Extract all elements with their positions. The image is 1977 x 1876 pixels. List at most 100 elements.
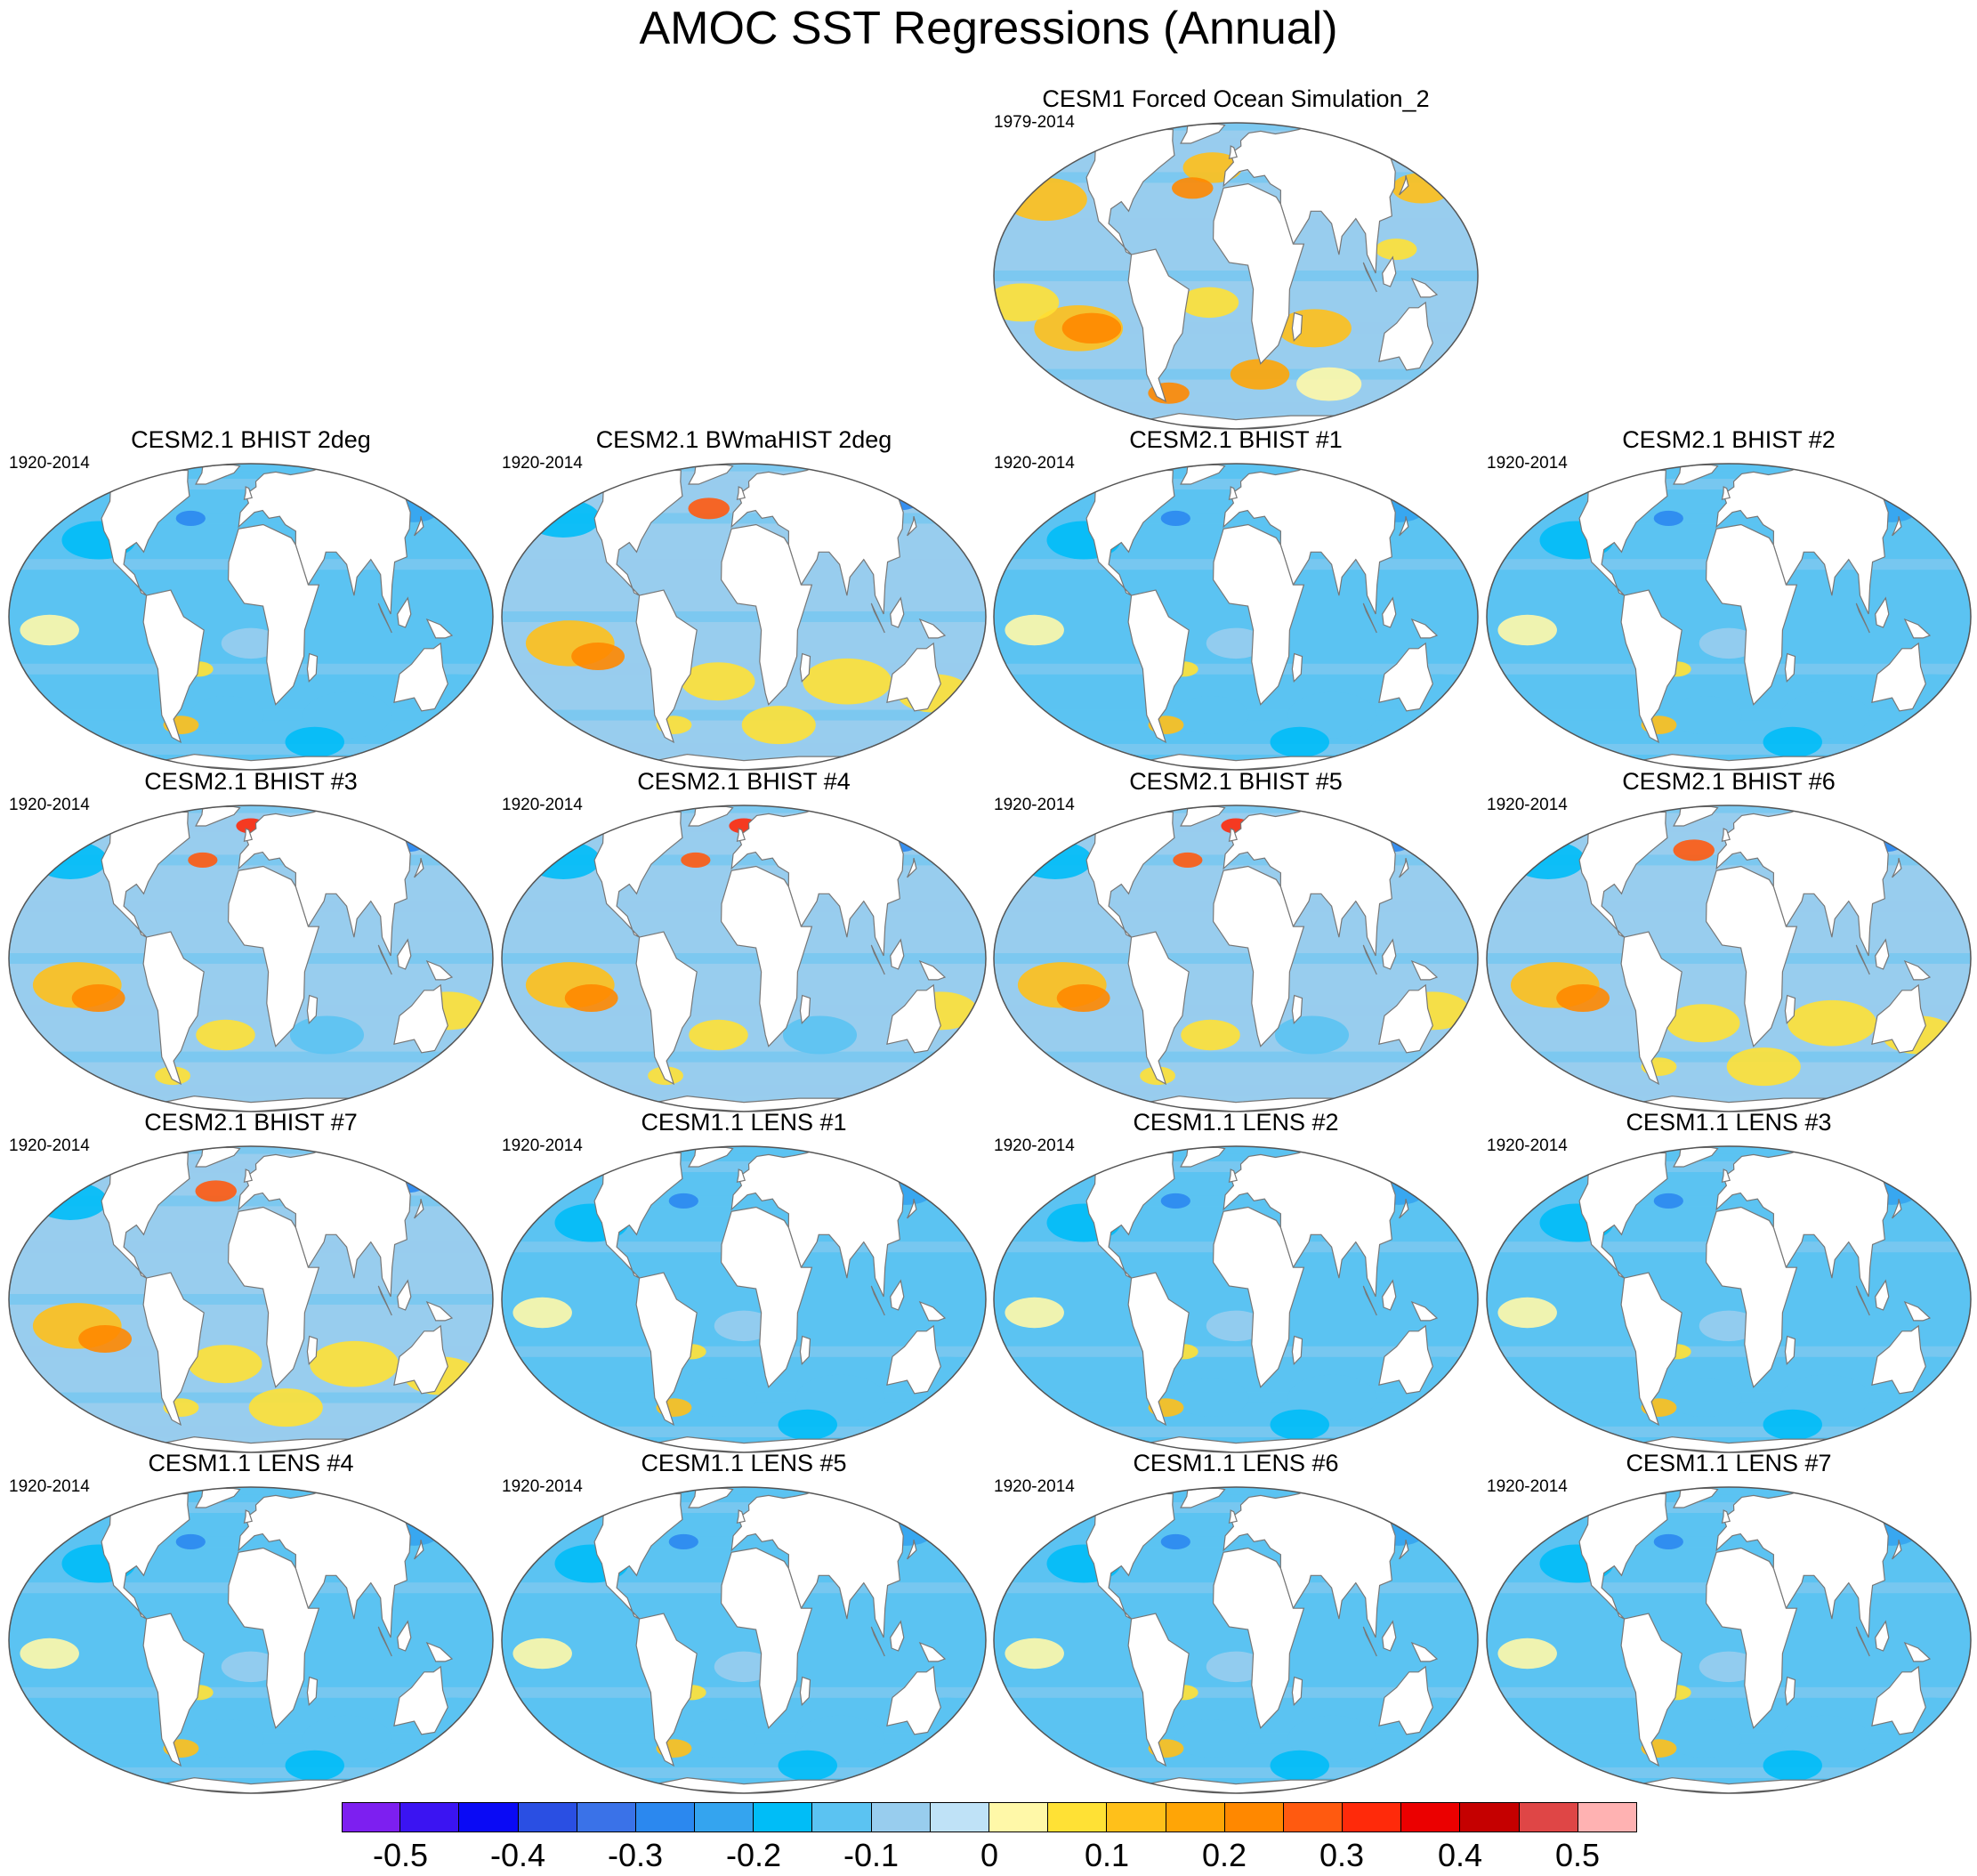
landmass-greenland: [1673, 805, 1719, 827]
landmass-australia: [393, 983, 448, 1054]
panel-period: 1920-2014: [994, 1477, 1075, 1496]
landmass-uk: [736, 486, 746, 500]
sst-anomaly-patch: [1005, 614, 1064, 646]
sst-band: [1487, 1346, 1971, 1357]
sst-anomaly-patch: [778, 1750, 838, 1782]
sst-map: [8, 463, 494, 771]
panel-period: 1920-2014: [1487, 1136, 1568, 1155]
landmass-madagascar: [306, 652, 319, 683]
panel-title: CESM1.1 LENS #1: [641, 1109, 847, 1136]
panel-period: 1920-2014: [994, 1136, 1075, 1155]
sst-map: [993, 1145, 1479, 1453]
sst-band: [502, 464, 986, 472]
sst-anomaly-patch: [190, 696, 264, 735]
sst-anomaly-patch: [1763, 1750, 1823, 1782]
colorbar-swatch: [577, 1802, 636, 1832]
landmass-australia: [1871, 1324, 1926, 1395]
sst-band: [994, 1085, 1478, 1096]
sst-anomaly-patch: [1699, 1310, 1759, 1342]
landmass-new-zealand: [1429, 1386, 1454, 1411]
sst-band: [502, 709, 986, 721]
sst-band: [502, 1051, 986, 1063]
landmass-uk: [1721, 1168, 1731, 1183]
landmass-uk: [1721, 1509, 1731, 1524]
landmass-borneo: [397, 938, 412, 970]
landmass-japan: [1892, 516, 1902, 537]
landmass-madagascar: [1784, 1335, 1796, 1366]
sst-anomaly-patch: [668, 1533, 698, 1550]
sst-band: [994, 479, 1478, 490]
panel-title: CESM2.1 BWmaHIST 2deg: [595, 426, 892, 453]
sst-band: [502, 611, 986, 622]
landmass-new-guinea: [425, 1300, 454, 1322]
landmass-south-america: [142, 589, 205, 744]
sst-band: [994, 1294, 1478, 1305]
sst-band: [502, 1085, 986, 1096]
landmass-new-zealand: [444, 1386, 469, 1411]
landmass-sumatra: [377, 602, 392, 634]
colorbar-tick-label: 0.3: [1319, 1837, 1365, 1873]
colorbar: [342, 1802, 1637, 1832]
sst-anomaly-patch: [1667, 1719, 1742, 1759]
sst-band: [9, 1161, 493, 1173]
landmass-africa: [1212, 182, 1305, 365]
landmass-new-guinea: [1410, 1300, 1439, 1322]
sst-anomaly-patch: [195, 1180, 238, 1202]
landmass-north-america: [1072, 1492, 1175, 1620]
landmass-borneo: [1875, 1620, 1890, 1652]
landmass-borneo: [1875, 596, 1890, 628]
sst-band: [994, 1767, 1478, 1778]
sst-anomaly-patch: [1004, 177, 1087, 222]
map-panel: CESM2.1 BHIST #5 1920-2014: [992, 767, 1480, 1114]
landmass-new-zealand: [1922, 1726, 1947, 1751]
sst-map: [8, 1145, 494, 1453]
sst-anomaly-patch: [1556, 984, 1610, 1012]
landmass-borneo: [397, 1620, 412, 1652]
sst-band: [1487, 1767, 1971, 1778]
landmass-africa: [1705, 1206, 1798, 1388]
landmass-africa: [1705, 1547, 1798, 1729]
sst-band: [9, 479, 493, 490]
sst-anomaly-patch: [714, 1651, 774, 1683]
landmass-north-america: [1072, 469, 1175, 596]
sst-band: [994, 271, 1478, 281]
sst-band: [502, 805, 986, 813]
sst-map: [501, 1145, 987, 1453]
colorbar-swatch: [1224, 1802, 1284, 1832]
map-border: [8, 1486, 494, 1794]
sst-anomaly-patch: [33, 1181, 108, 1220]
sst-band: [9, 1686, 493, 1698]
colorbar-tick-label: -0.3: [607, 1837, 664, 1873]
sst-band: [994, 1051, 1478, 1063]
panel-title: CESM2.1 BHIST #2: [1622, 426, 1836, 453]
sst-band: [994, 138, 1478, 150]
sst-anomaly-patch: [1160, 1193, 1190, 1209]
landmass-new-guinea: [1410, 277, 1439, 298]
landmass-japan: [1399, 516, 1409, 537]
landmass-north-america: [87, 469, 190, 596]
landmass-south-america: [1127, 589, 1190, 744]
panel-period: 1920-2014: [994, 796, 1075, 814]
landmass-uk: [736, 828, 746, 842]
landmass-south-america: [635, 931, 698, 1086]
landmass-japan: [414, 1199, 424, 1219]
landmass-borneo: [1382, 1279, 1397, 1311]
colorbar-swatch: [695, 1802, 754, 1832]
map-border: [993, 805, 1479, 1112]
sst-anomaly-patch: [1173, 852, 1203, 869]
landmass-madagascar: [1291, 1676, 1303, 1707]
landmass-greenland: [195, 464, 241, 485]
sst-anomaly-patch: [1497, 1297, 1557, 1329]
map-panel: CESM2.1 BWmaHIST 2deg 1920-2014: [500, 425, 988, 772]
sst-band: [502, 479, 986, 490]
sst-anomaly-patch: [1206, 1651, 1266, 1683]
sst-band: [1487, 1161, 1971, 1173]
landmass-new-guinea: [425, 959, 454, 981]
sst-anomaly-patch: [20, 1637, 79, 1670]
map-panel: CESM1.1 LENS #6 1920-2014: [992, 1449, 1480, 1796]
map-border: [501, 1145, 987, 1453]
sst-band: [994, 1161, 1478, 1173]
sst-band: [502, 1767, 986, 1778]
landmass-australia: [886, 642, 941, 712]
landmass-madagascar: [306, 994, 319, 1025]
